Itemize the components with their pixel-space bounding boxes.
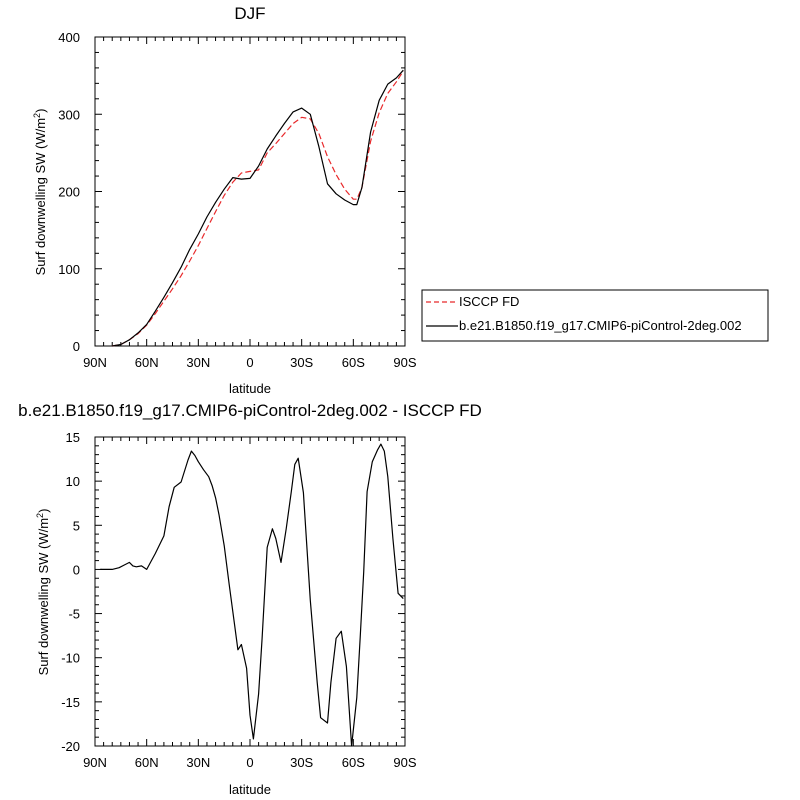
y-tick-label: 300: [58, 107, 80, 122]
x-tick-label: 30S: [290, 755, 313, 770]
plot-frame: [94, 436, 406, 747]
chart-title-bottom: b.e21.B1850.f19_g17.CMIP6-piControl-2deg…: [18, 401, 482, 420]
y-tick-label: -10: [61, 651, 80, 666]
x-tick-label: 60N: [135, 355, 159, 370]
x-tick-label: 90N: [83, 755, 107, 770]
plot-area-bottom: 90N 60N 30N 0 30S 60S 90S -20 -15 -10 -5 0 5 10 15: [61, 430, 417, 770]
series-line-1: [112, 69, 404, 347]
y-tick-label: 0: [73, 562, 80, 577]
x-tick-label: 0: [246, 355, 253, 370]
y-tick-label: -20: [61, 739, 80, 754]
x-tick-label: 60S: [342, 355, 365, 370]
y-tick-label: 10: [66, 474, 80, 489]
series-line-0: [100, 443, 404, 747]
x-tick-label: 30N: [186, 355, 210, 370]
x-axis-label-top: latitude: [229, 381, 271, 396]
legend-label-obs: ISCCP FD: [459, 294, 519, 309]
plot-frame: [94, 36, 406, 347]
x-tick-label: 0: [246, 755, 253, 770]
y-tick-label: 0: [73, 339, 80, 354]
x-tick-label: 90S: [393, 755, 416, 770]
legend: ISCCP FD b.e21.B1850.f19_g17.CMIP6-piCon…: [421, 289, 769, 342]
x-tick-label: 30N: [186, 755, 210, 770]
y-axis-label-bottom: Surf downwelling SW (W/m2): [35, 509, 51, 676]
x-tick-label: 30S: [290, 355, 313, 370]
y-tick-label: 200: [58, 185, 80, 200]
x-tick-label: 60S: [342, 755, 365, 770]
x-tick-label: 90S: [393, 355, 416, 370]
y-tick-label: -5: [68, 607, 80, 622]
x-tick-label: 90N: [83, 355, 107, 370]
y-tick-label: -15: [61, 695, 80, 710]
y-tick-label: 5: [73, 518, 80, 533]
x-axis-label-bottom: latitude: [229, 782, 271, 797]
legend-label-model: b.e21.B1850.f19_g17.CMIP6-piControl-2deg…: [459, 318, 742, 333]
x-tick-label: 60N: [135, 755, 159, 770]
legend-box: [421, 289, 769, 342]
panel-bottom: b.e21.B1850.f19_g17.CMIP6-piControl-2deg…: [18, 401, 482, 797]
panel-top: DJF 90N 60N 30N 0 30S 60S 90S 0 100 200 300 400 lat…: [32, 4, 417, 396]
y-axis-label-top: Surf downwelling SW (W/m2): [32, 109, 48, 276]
series-line-0: [112, 70, 404, 347]
y-tick-label: 400: [58, 30, 80, 45]
chart-title-top: DJF: [234, 4, 265, 23]
y-tick-label: 100: [58, 262, 80, 277]
y-tick-label: 15: [66, 430, 80, 445]
plot-area-top: 90N 60N 30N 0 30S 60S 90S 0 100 200 300 400: [58, 30, 417, 370]
